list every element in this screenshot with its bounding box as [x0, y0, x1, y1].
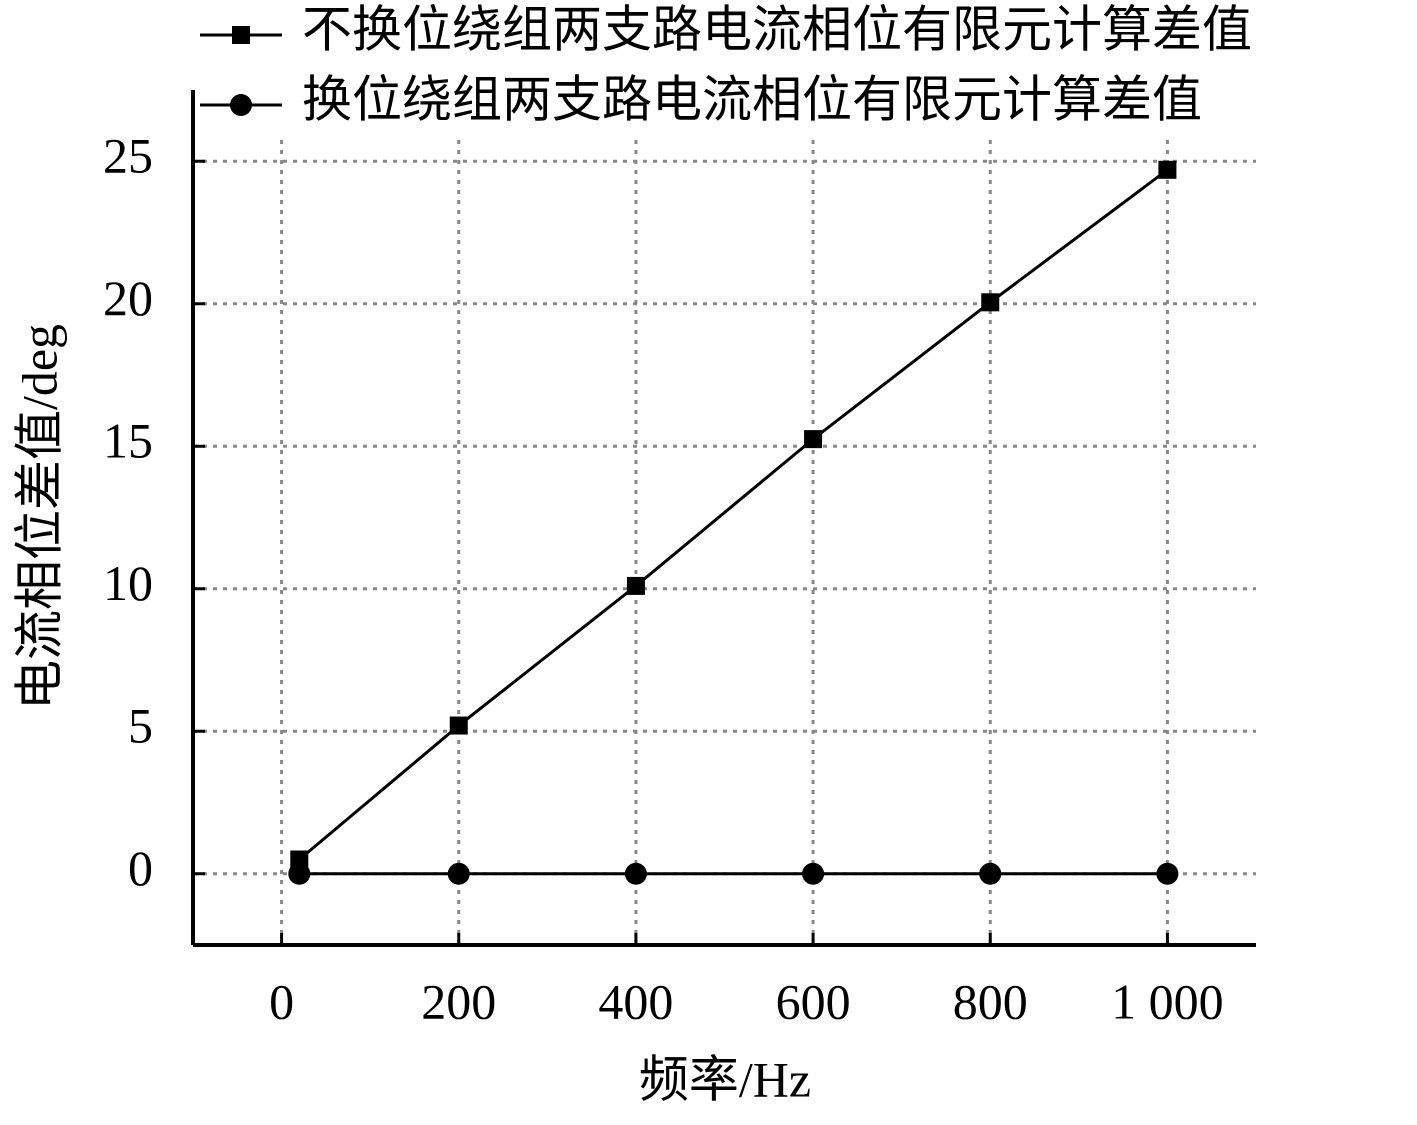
- marker: [624, 862, 647, 885]
- x-tick-label: 600: [776, 973, 851, 1029]
- legend-label: 换位绕组两支路电流相位有限元计算差值: [302, 71, 1202, 127]
- marker: [288, 862, 311, 885]
- x-tick-label: 0: [269, 973, 294, 1029]
- x-tick-label: 200: [421, 973, 496, 1029]
- marker: [447, 862, 470, 885]
- y-axis-label: 电流相位差值/deg: [11, 324, 67, 710]
- y-tick-label: 5: [128, 698, 153, 754]
- y-tick-label: 0: [128, 840, 153, 896]
- marker: [979, 862, 1002, 885]
- y-tick-label: 15: [103, 413, 153, 469]
- marker: [802, 862, 825, 885]
- x-tick-label: 400: [598, 973, 673, 1029]
- y-tick-label: 25: [103, 128, 153, 184]
- legend-label: 不换位绕组两支路电流相位有限元计算差值: [302, 1, 1252, 57]
- marker: [626, 576, 645, 595]
- series-line: [298, 168, 1169, 861]
- y-tick-label: 10: [103, 555, 153, 611]
- x-tick-label: 1 000: [1111, 973, 1224, 1029]
- legend-marker: [230, 94, 252, 116]
- x-tick-label: 800: [953, 973, 1028, 1029]
- marker: [1158, 160, 1177, 179]
- x-axis-label: 频率/Hz: [639, 1051, 811, 1107]
- marker: [1156, 862, 1179, 885]
- legend-marker: [232, 26, 250, 44]
- marker: [804, 430, 823, 449]
- marker: [449, 716, 468, 735]
- marker: [981, 293, 1000, 312]
- y-tick-label: 20: [103, 270, 153, 326]
